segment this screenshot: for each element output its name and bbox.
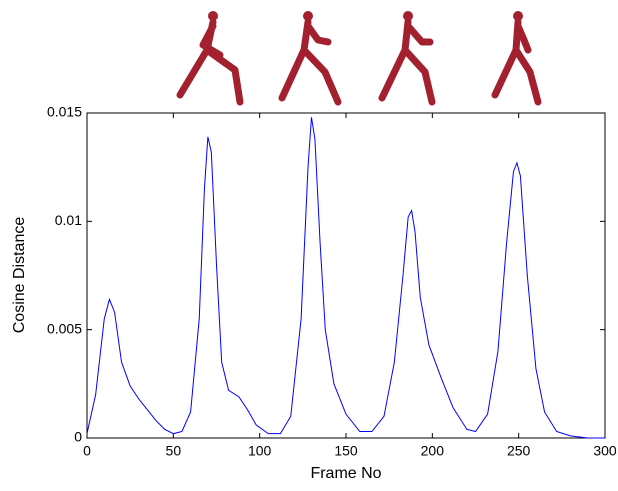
x-tick-label: 200	[421, 443, 445, 459]
x-tick-label: 50	[166, 443, 182, 459]
y-tick-label: 0.015	[47, 104, 82, 120]
figure	[176, 11, 244, 106]
figure	[278, 11, 342, 106]
y-tick-label: 0.01	[55, 212, 82, 228]
x-tick-label: 150	[334, 443, 358, 459]
y-tick-label: 0.005	[47, 320, 82, 336]
x-tick-label: 250	[507, 443, 531, 459]
walking-figures	[176, 11, 542, 106]
y-tick-label: 0	[74, 429, 82, 445]
figure	[491, 11, 542, 106]
y-axis-label: Cosine Distance	[11, 217, 28, 334]
x-axis-label: Frame No	[310, 465, 381, 482]
x-tick-label: 300	[593, 443, 617, 459]
x-tick-label: 0	[83, 443, 91, 459]
figure	[378, 11, 436, 106]
x-tick-label: 100	[248, 443, 272, 459]
data-line	[86, 117, 605, 439]
